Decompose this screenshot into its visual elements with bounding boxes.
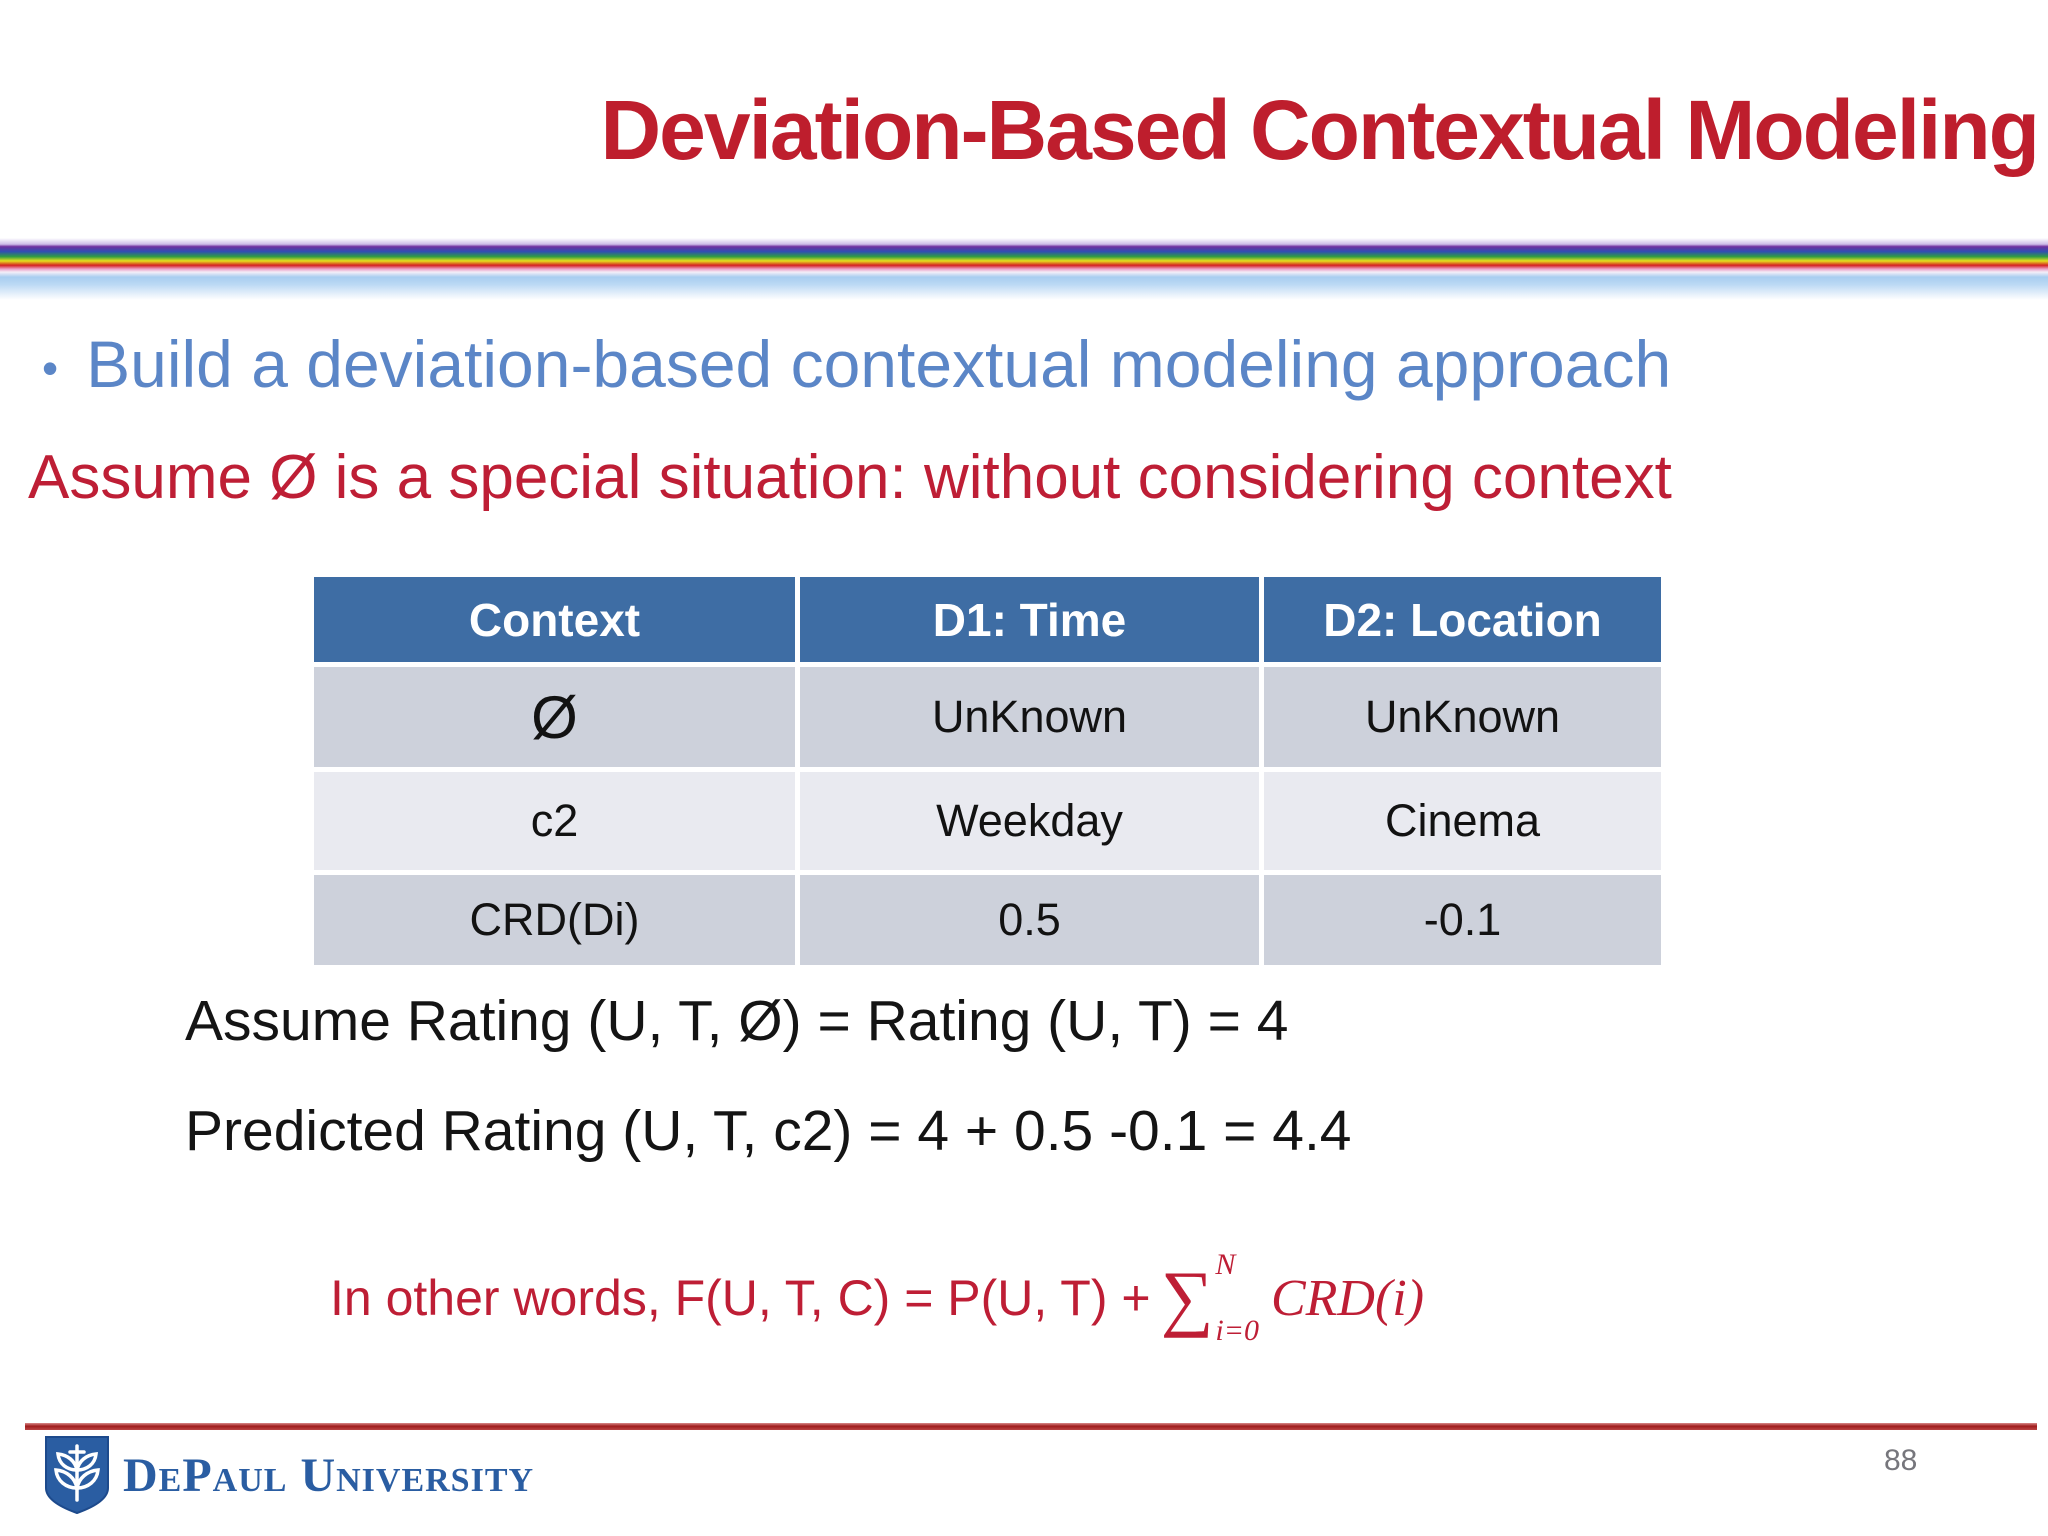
formula-line: In other words, F(U, T, C) = P(U, T) + ∑… <box>330 1248 1424 1348</box>
footer-divider-line <box>25 1423 2037 1430</box>
context-table: Context D1: Time D2: Location Ø UnKnown … <box>314 577 1661 965</box>
sum-upper-limit: N <box>1215 1248 1236 1281</box>
table-header-d1-time: D1: Time <box>800 577 1259 662</box>
page-number: 88 <box>1884 1444 1918 1477</box>
sigma-icon: ∑ <box>1160 1256 1214 1339</box>
table-cell-context-phi: Ø <box>314 667 795 767</box>
table-cell-crd-location: -0.1 <box>1264 875 1661 965</box>
equation-assume-rating: Assume Rating (U, T, Ø) = Rating (U, T) … <box>185 989 1289 1053</box>
table-header-context: Context <box>314 577 795 662</box>
sum-lower-limit: i=0 <box>1215 1314 1259 1347</box>
assumption-text: Assume Ø is a special situation: without… <box>28 443 1672 512</box>
table-cell-time-unknown: UnKnown <box>800 667 1259 767</box>
formula-prefix: In other words, F(U, T, C) = P(U, T) + <box>330 1270 1151 1326</box>
rainbow-divider <box>0 238 2048 300</box>
table-cell-location-cinema: Cinema <box>1264 772 1661 870</box>
table-header-d2-location: D2: Location <box>1264 577 1661 662</box>
slide-title: Deviation-Based Contextual Modeling <box>600 83 2041 177</box>
bullet-text: Build a deviation-based contextual model… <box>86 327 1672 401</box>
table-cell-location-unknown: UnKnown <box>1264 667 1661 767</box>
depaul-shield-icon <box>45 1436 109 1514</box>
table-cell-crd-time: 0.5 <box>800 875 1259 965</box>
bullet-dot-icon: • <box>42 342 59 395</box>
depaul-logo: DePaul University <box>45 1436 534 1514</box>
bullet-line: • Build a deviation-based contextual mod… <box>42 328 1671 401</box>
table-cell-context-c2: c2 <box>314 772 795 870</box>
formula-body: CRD(i) <box>1270 1269 1425 1327</box>
depaul-logo-text: DePaul University <box>123 1448 535 1502</box>
table-cell-crd-label: CRD(Di) <box>314 875 795 965</box>
table-cell-time-weekday: Weekday <box>800 772 1259 870</box>
summation: ∑ N i=0 <box>1161 1248 1259 1348</box>
equation-predicted-rating: Predicted Rating (U, T, c2) = 4 + 0.5 -0… <box>185 1099 1352 1163</box>
